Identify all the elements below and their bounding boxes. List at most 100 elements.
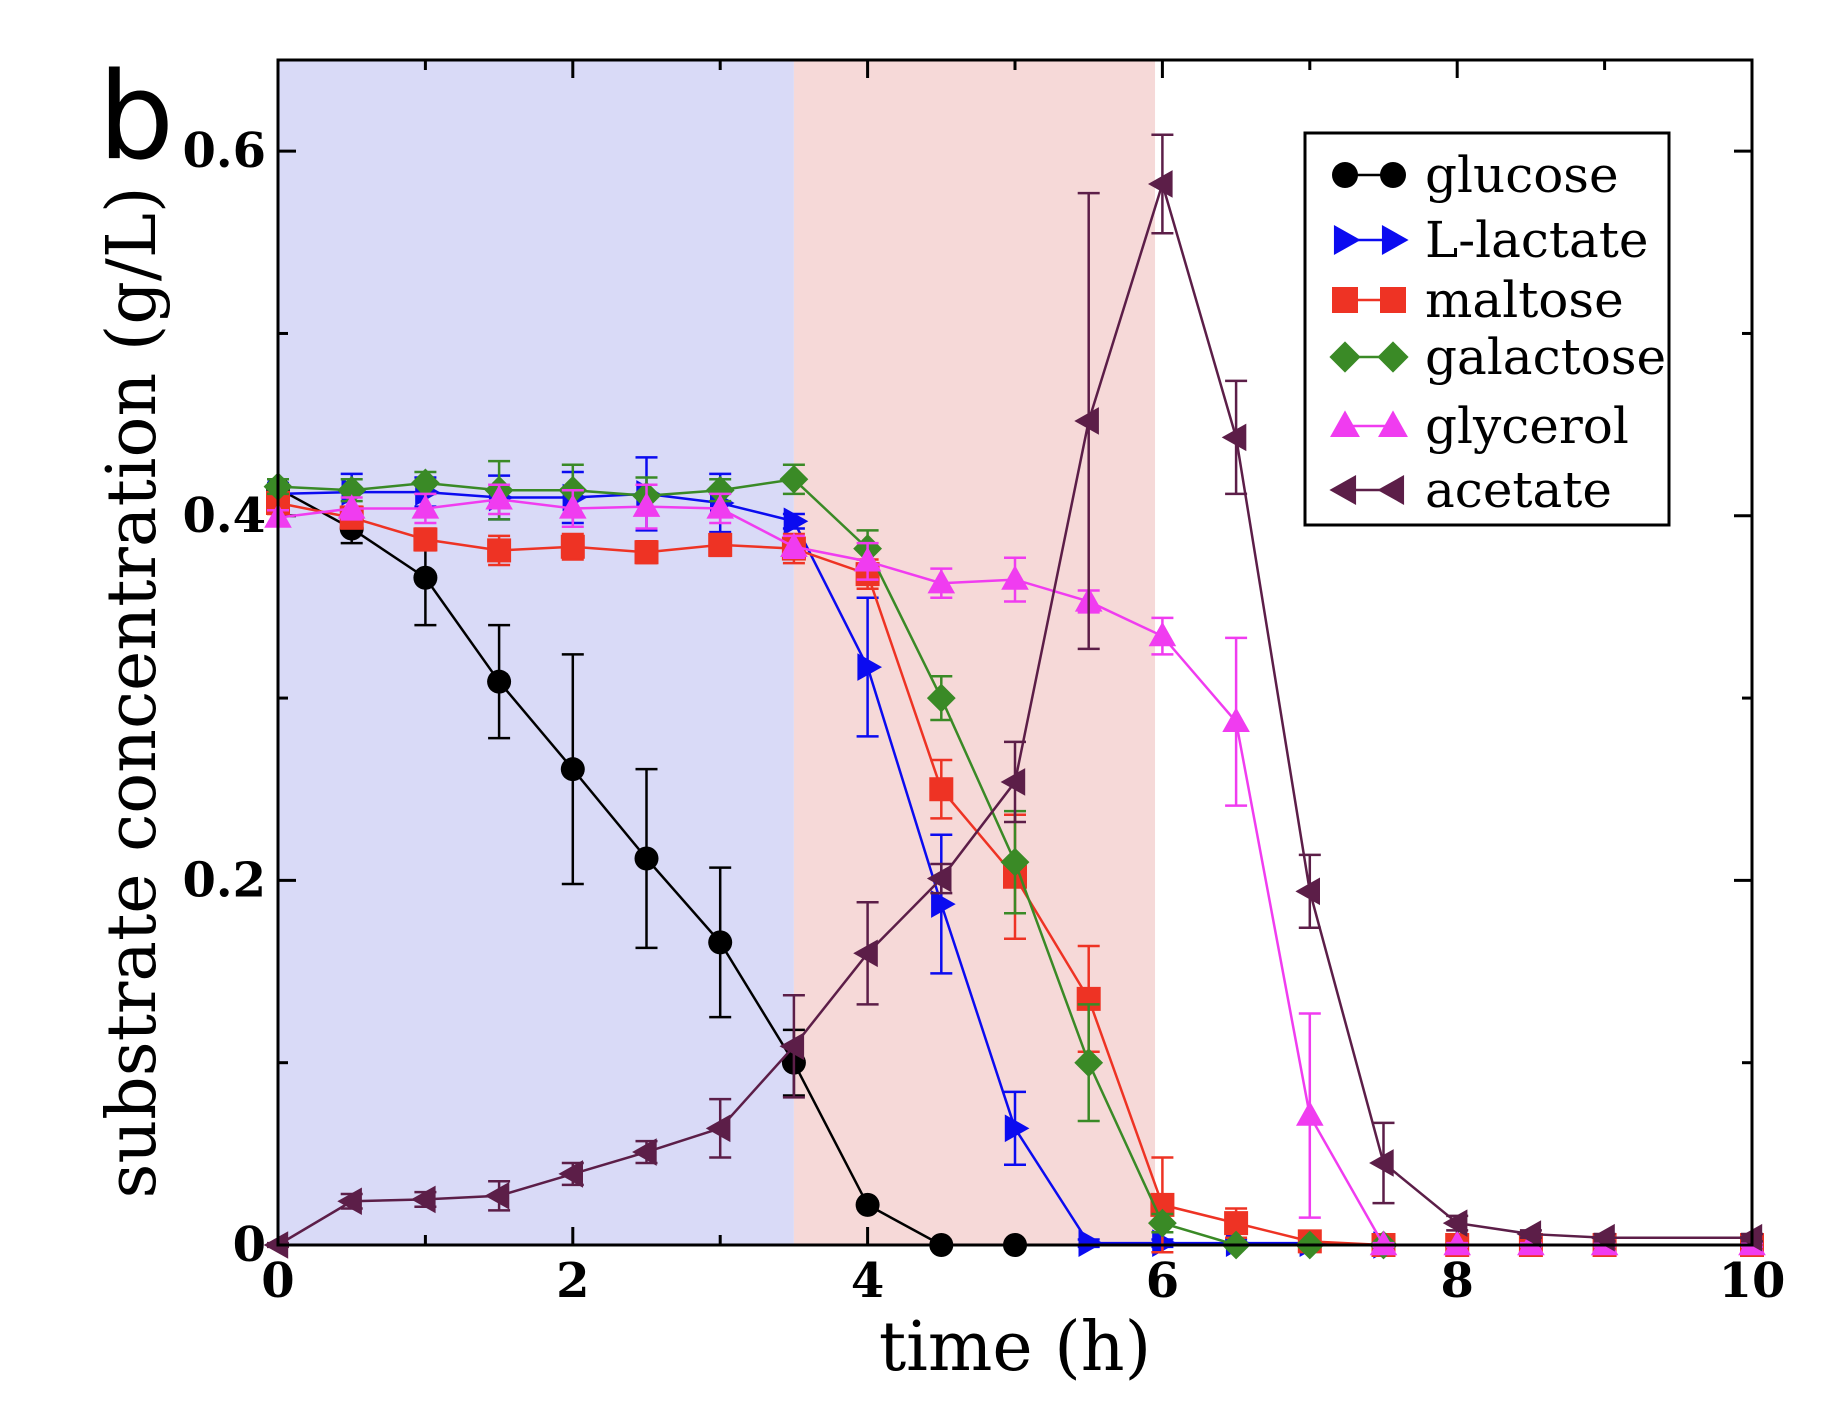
shaded-region-1 [793, 60, 1156, 1245]
data-point [926, 683, 956, 713]
plot-frame [276, 58, 1754, 1247]
data-point [1295, 877, 1320, 906]
data-point [929, 777, 954, 802]
data-point [705, 475, 735, 505]
data-point [1004, 1114, 1030, 1143]
legend-label: L-lactate [1425, 211, 1649, 269]
data-point [779, 1032, 805, 1061]
data-point [1222, 707, 1250, 732]
data-point [1332, 287, 1358, 313]
data-point [634, 540, 659, 565]
data-point [1148, 1208, 1177, 1238]
data-point [1380, 162, 1406, 188]
shaded-region-0 [278, 60, 794, 1245]
data-point [1000, 847, 1030, 877]
y-tick-label: 0.6 [182, 123, 266, 179]
legend-label: glycerol [1425, 397, 1629, 455]
data-point [857, 653, 882, 681]
data-point [1000, 768, 1026, 796]
legend-item-acetate: acetate [1329, 461, 1612, 519]
legend-label: maltose [1425, 271, 1624, 329]
data-point [487, 538, 512, 563]
x-tick-label: 2 [556, 1253, 589, 1309]
series-glycerol [264, 483, 1766, 1256]
legend-label: acetate [1425, 461, 1612, 519]
data-point [855, 1192, 880, 1217]
legend-item-glucose: glucose [1332, 146, 1619, 204]
data-point [1443, 1230, 1471, 1256]
panel-label: b [98, 48, 174, 187]
data-point [1333, 225, 1361, 255]
data-point [1001, 565, 1029, 590]
x-tick-label: 4 [851, 1253, 884, 1309]
tick-labels: 0 2 4 6 8 10 0 0.2 0.4 0.6 [182, 123, 1785, 1309]
data-point [1442, 1209, 1468, 1237]
data-point [1380, 287, 1406, 313]
data-point [560, 534, 585, 559]
data-point [1074, 1048, 1104, 1078]
data-point [1329, 341, 1361, 373]
legend-item-galactose: galactose [1329, 328, 1666, 386]
data-point [413, 565, 438, 590]
data-point [708, 532, 733, 557]
data-point [1148, 621, 1177, 647]
data-point [411, 494, 440, 519]
data-point [411, 468, 440, 498]
data-point [1074, 407, 1099, 435]
legend-item-glycerol: glycerol [1330, 397, 1629, 455]
data-point [1329, 475, 1357, 505]
data-point [931, 890, 956, 918]
series-line [277, 179, 1752, 1247]
data-point [779, 464, 809, 494]
data-point [926, 864, 952, 893]
data-point [1078, 1229, 1104, 1257]
data-point [411, 1185, 436, 1214]
series-line [277, 477, 1384, 1247]
series-layer [263, 133, 1766, 1260]
data-point [780, 532, 808, 557]
data-point [927, 568, 956, 594]
data-point [1332, 162, 1358, 188]
data-point [634, 846, 659, 871]
series-line [277, 490, 1384, 1247]
data-point [1381, 225, 1409, 255]
data-point [1737, 1223, 1763, 1252]
data-point [1369, 1230, 1398, 1256]
data-point [1369, 1149, 1394, 1177]
data-point [558, 1160, 583, 1188]
legend-box [1303, 131, 1671, 527]
data-point [1221, 423, 1247, 452]
data-point [1517, 1230, 1545, 1256]
data-point [632, 1138, 657, 1166]
data-point [1378, 410, 1408, 438]
data-point [632, 492, 661, 517]
data-point [1330, 410, 1360, 438]
y-tick-label: 0.2 [182, 852, 266, 908]
data-point [263, 1231, 289, 1259]
x-tick-label: 8 [1440, 1253, 1473, 1309]
data-point [1152, 1229, 1177, 1257]
data-point [1148, 170, 1173, 198]
data-point [705, 1114, 731, 1143]
y-axis-title: substrate concentration (g/L) [93, 186, 172, 1198]
data-point [853, 546, 882, 572]
data-point [706, 494, 734, 519]
legend-label: galactose [1425, 328, 1666, 386]
data-point [1377, 341, 1409, 373]
data-point [337, 1187, 362, 1216]
x-tick-label: 6 [1146, 1253, 1179, 1309]
x-axis-title: time (h) [879, 1308, 1151, 1387]
legend-label: glucose [1425, 146, 1619, 204]
shaded-regions [278, 60, 1156, 1245]
data-point [485, 484, 513, 510]
y-tick-label: 0.4 [182, 488, 266, 544]
data-point [1516, 1220, 1542, 1248]
data-point [783, 507, 809, 536]
x-tick-label: 10 [1719, 1253, 1786, 1309]
y-tick-label: 0 [233, 1217, 266, 1273]
legend-item-maltose: maltose [1332, 271, 1624, 329]
data-point [1296, 1101, 1324, 1126]
data-point [853, 939, 878, 968]
